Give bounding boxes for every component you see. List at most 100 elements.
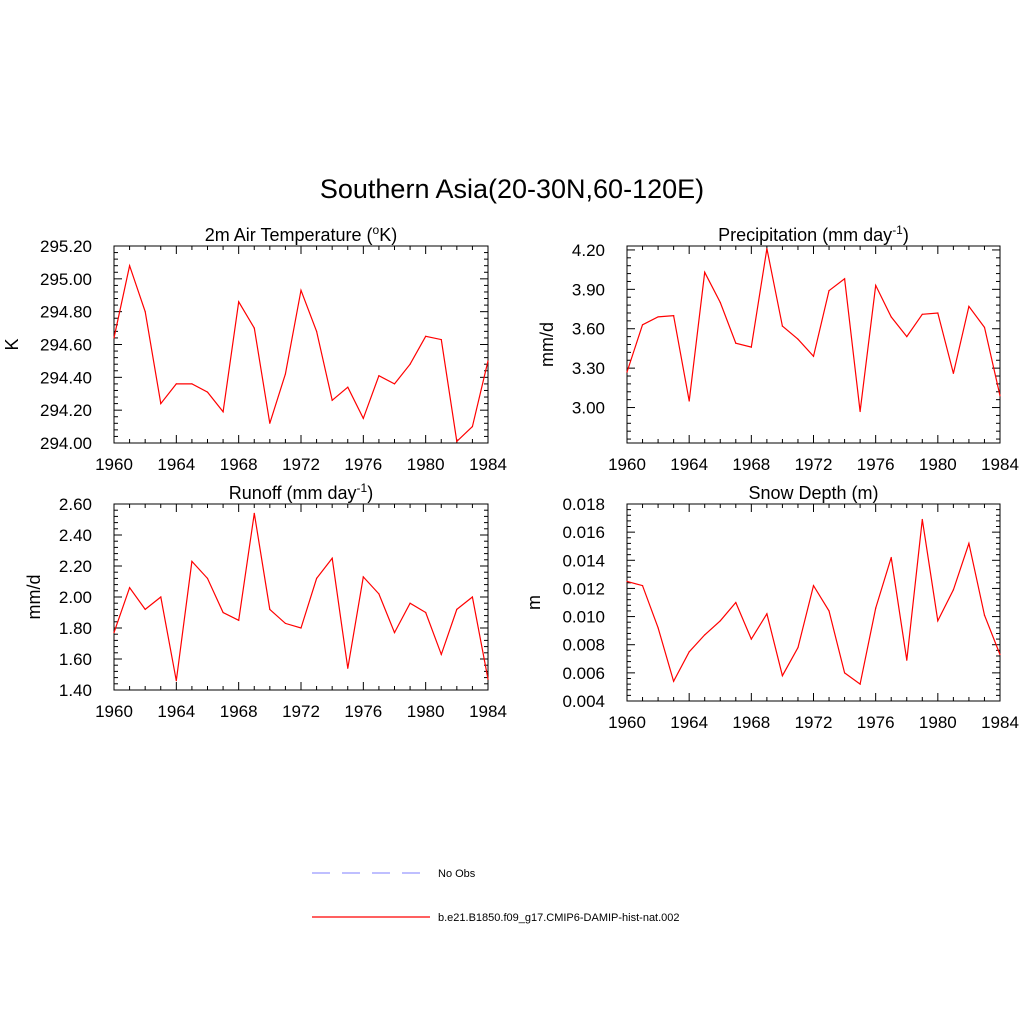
data-point bbox=[999, 653, 1001, 656]
x-tick-label: 1960 bbox=[608, 713, 646, 732]
x-tick-label: 1984 bbox=[981, 713, 1019, 732]
panel-title-text: 2m Air Temperature ( bbox=[205, 225, 373, 245]
data-point bbox=[315, 577, 318, 580]
data-point bbox=[175, 680, 177, 682]
data-point bbox=[781, 325, 784, 327]
data-point bbox=[968, 542, 970, 545]
x-tick-label: 1960 bbox=[95, 702, 133, 721]
y-tick-label: 294.60 bbox=[40, 336, 92, 355]
y-tick-label: 2.60 bbox=[59, 495, 92, 514]
data-point bbox=[191, 383, 193, 385]
y-tick-label: 294.40 bbox=[40, 368, 92, 387]
data-point bbox=[828, 610, 830, 612]
data-point bbox=[160, 403, 162, 405]
data-point bbox=[393, 632, 396, 634]
data-point bbox=[113, 337, 115, 339]
x-tick-label: 1960 bbox=[95, 455, 133, 474]
data-point bbox=[921, 313, 923, 315]
data-point bbox=[206, 577, 209, 580]
data-point bbox=[641, 324, 644, 326]
data-point bbox=[999, 395, 1001, 397]
data-point bbox=[331, 557, 333, 559]
data-point bbox=[890, 556, 892, 559]
data-point bbox=[425, 611, 427, 614]
data-point bbox=[983, 326, 986, 329]
panel-title-tail: K) bbox=[379, 225, 397, 245]
data-point bbox=[284, 622, 287, 624]
data-point bbox=[238, 619, 240, 621]
data-point bbox=[222, 611, 224, 614]
data-point bbox=[859, 410, 861, 413]
y-axis-label: m bbox=[524, 595, 544, 610]
x-tick-label: 1968 bbox=[220, 455, 258, 474]
x-tick-label: 1972 bbox=[795, 713, 833, 732]
y-tick-label: 0.010 bbox=[562, 608, 605, 627]
x-tick-label: 1972 bbox=[282, 702, 320, 721]
data-point bbox=[144, 608, 146, 611]
data-point bbox=[300, 627, 302, 629]
data-point bbox=[440, 653, 442, 655]
data-point bbox=[487, 360, 489, 362]
data-point bbox=[456, 608, 458, 611]
data-point bbox=[347, 667, 349, 669]
x-tick-label: 1976 bbox=[344, 455, 382, 474]
data-point bbox=[269, 608, 271, 611]
data-point bbox=[719, 301, 721, 304]
y-tick-label: 2.20 bbox=[59, 557, 92, 576]
data-point bbox=[626, 371, 628, 373]
y-tick-label: 2.00 bbox=[59, 588, 92, 607]
x-tick-label: 1968 bbox=[220, 702, 258, 721]
panel-title-superscript: -1 bbox=[357, 481, 368, 495]
legend-label: b.e21.B1850.f09_g17.CMIP6-DAMIP-hist-nat… bbox=[438, 912, 680, 924]
data-point bbox=[750, 638, 752, 640]
data-point bbox=[704, 634, 706, 636]
x-tick-label: 1964 bbox=[157, 702, 195, 721]
y-tick-label: 294.80 bbox=[40, 303, 92, 322]
data-point bbox=[641, 585, 644, 587]
panel-title: 2m Air Temperature (oK) bbox=[205, 223, 397, 245]
data-point bbox=[175, 383, 177, 385]
data-point bbox=[253, 512, 255, 514]
x-tick-label: 1980 bbox=[407, 455, 445, 474]
data-point bbox=[766, 613, 768, 615]
data-point bbox=[735, 342, 737, 344]
y-tick-label: 0.004 bbox=[562, 692, 605, 711]
y-tick-label: 295.20 bbox=[40, 237, 92, 256]
data-point bbox=[921, 518, 923, 521]
data-point bbox=[688, 651, 690, 653]
data-point bbox=[688, 400, 690, 402]
data-point bbox=[362, 417, 364, 419]
y-tick-label: 3.30 bbox=[572, 359, 605, 378]
series-line bbox=[113, 263, 489, 443]
x-tick-label: 1976 bbox=[344, 702, 382, 721]
panel-title-tail: ) bbox=[903, 225, 909, 245]
data-point bbox=[238, 301, 240, 303]
data-point bbox=[673, 680, 675, 682]
y-tick-label: 3.90 bbox=[572, 280, 605, 299]
x-tick-label: 1980 bbox=[919, 455, 957, 474]
data-point bbox=[797, 646, 799, 649]
data-point bbox=[253, 327, 255, 329]
figure-title: Southern Asia(20-30N,60-120E) bbox=[319, 174, 705, 204]
data-point bbox=[456, 440, 458, 442]
plot-frame bbox=[113, 245, 489, 444]
x-tick-label: 1972 bbox=[795, 455, 833, 474]
data-point bbox=[471, 425, 474, 428]
plot-frame bbox=[113, 503, 489, 691]
panel-title-superscript: -1 bbox=[892, 223, 903, 237]
data-point bbox=[890, 316, 892, 318]
data-point bbox=[284, 373, 287, 375]
plot-frame bbox=[626, 245, 1001, 444]
data-point bbox=[657, 627, 659, 629]
data-point bbox=[812, 585, 815, 587]
data-point bbox=[735, 601, 737, 604]
y-tick-label: 3.00 bbox=[572, 399, 605, 418]
data-point bbox=[952, 589, 954, 591]
x-tick-label: 1976 bbox=[857, 713, 895, 732]
y-tick-label: 294.00 bbox=[40, 434, 92, 453]
legend-label: No Obs bbox=[438, 868, 476, 880]
panel-title-text: Runoff (mm day bbox=[229, 483, 357, 503]
y-tick-label: 1.40 bbox=[59, 681, 92, 700]
data-point bbox=[812, 355, 815, 357]
